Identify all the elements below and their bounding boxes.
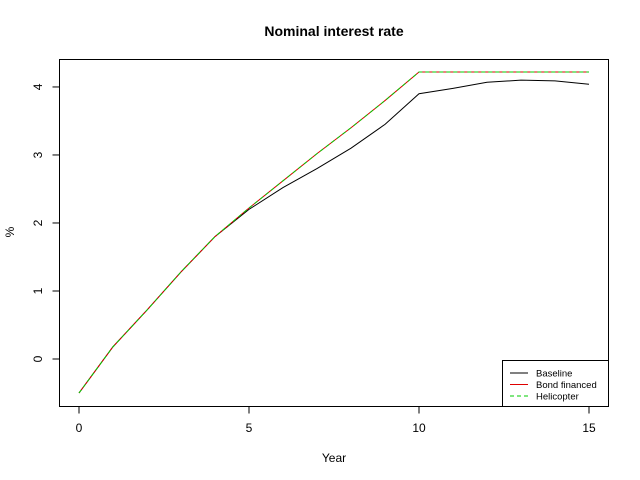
y-tick-label: 4 bbox=[31, 83, 45, 90]
y-axis: 0 1 2 3 4 bbox=[31, 83, 60, 362]
y-tick-label: 0 bbox=[31, 355, 45, 362]
series-line-baseline bbox=[78, 79, 590, 394]
x-tick-label: 10 bbox=[412, 421, 426, 435]
chart-title: Nominal interest rate bbox=[264, 23, 403, 39]
series-line-bond-financed bbox=[78, 71, 589, 394]
y-tick-label: 3 bbox=[31, 151, 45, 158]
x-axis-label: Year bbox=[322, 451, 346, 465]
y-tick-label: 2 bbox=[31, 219, 45, 226]
y-axis-label: % bbox=[3, 226, 17, 237]
legend-label: Helicopter bbox=[536, 392, 579, 403]
x-axis: 0 5 10 15 bbox=[76, 406, 596, 435]
x-tick-label: 5 bbox=[246, 421, 253, 435]
plot-frame bbox=[59, 59, 609, 407]
x-tick-label: 0 bbox=[76, 421, 83, 435]
legend-box bbox=[502, 360, 609, 407]
legend-label: Baseline bbox=[536, 369, 572, 380]
y-tick-label: 1 bbox=[31, 287, 45, 294]
series-line-helicopter bbox=[78, 71, 589, 394]
legend-label: Bond financed bbox=[536, 380, 597, 391]
x-tick-label: 15 bbox=[582, 421, 596, 435]
series-layer bbox=[78, 71, 590, 394]
